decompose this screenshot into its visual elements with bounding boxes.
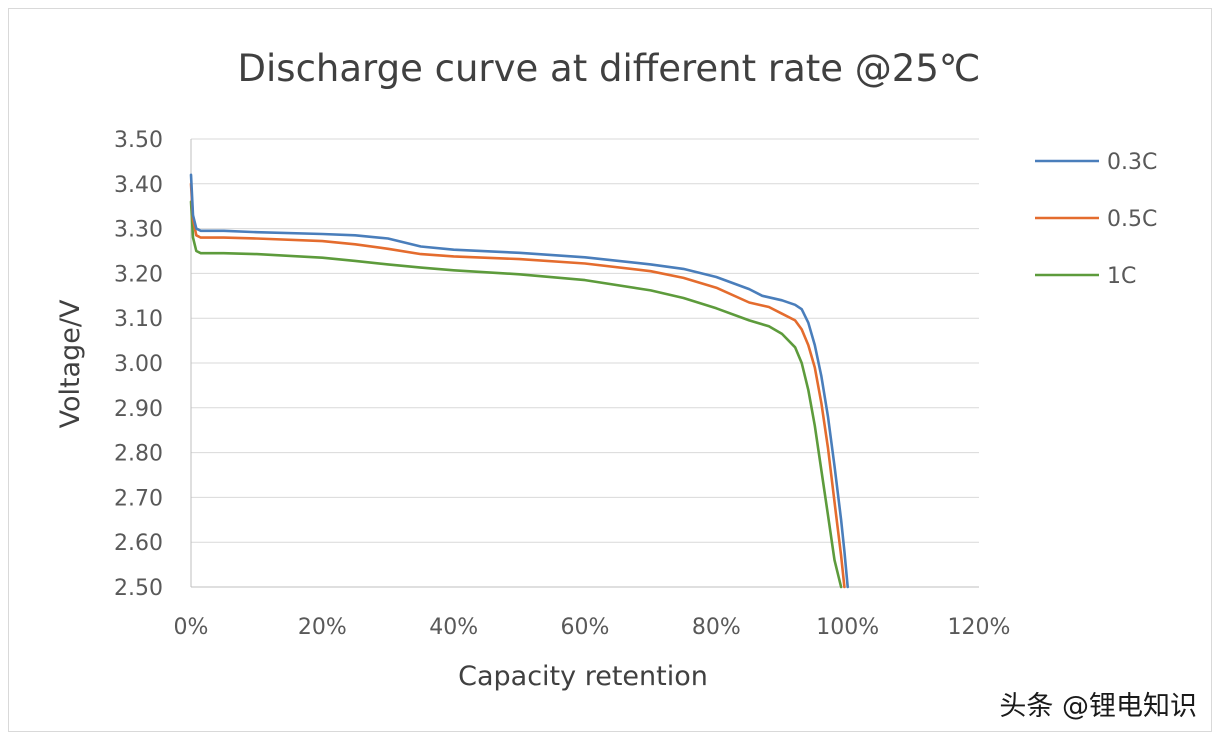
chart-title: Discharge curve at different rate @25℃ (238, 47, 981, 90)
y-tick-label: 2.80 (114, 442, 163, 467)
grid-layer (190, 138, 979, 588)
y-tick-label: 3.50 (114, 128, 163, 153)
series-line-0-5c (189, 182, 846, 589)
legend-label: 0.5C (1107, 207, 1157, 232)
series-line-1c (189, 200, 843, 589)
x-tick-label: 60% (561, 615, 610, 640)
y-tick-label: 2.60 (114, 531, 163, 556)
y-tick-label: 2.50 (114, 576, 163, 601)
x-tick-label: 40% (429, 615, 478, 640)
y-tick-label: 3.40 (114, 173, 163, 198)
tick-layer: 3.50 3.40 3.30 3.20 3.10 3.00 2.90 2.80 2.70 2.60… (114, 128, 1010, 640)
y-tick-label: 3.10 (114, 307, 163, 332)
x-tick-label: 100% (816, 615, 879, 640)
legend: 0.3C 0.5C 1C (1035, 150, 1157, 289)
y-tick-label: 3.30 (114, 218, 163, 243)
y-axis-title: Voltage/V (55, 299, 86, 428)
x-tick-label: 20% (298, 615, 347, 640)
chart-frame: Discharge curve at different rate @25℃ 3… (8, 8, 1212, 732)
x-tick-label: 120% (948, 615, 1011, 640)
legend-label: 0.3C (1107, 150, 1157, 175)
x-tick-label: 0% (174, 615, 209, 640)
discharge-chart: Discharge curve at different rate @25℃ 3… (55, 47, 1197, 722)
y-tick-label: 2.90 (114, 397, 163, 422)
series-line-0-3c (189, 173, 850, 589)
x-tick-label: 80% (692, 615, 741, 640)
x-axis-title: Capacity retention (458, 661, 708, 692)
legend-label: 1C (1107, 264, 1136, 289)
y-tick-label: 3.20 (114, 262, 163, 287)
series-layer (189, 173, 850, 589)
y-tick-label: 2.70 (114, 486, 163, 511)
watermark-text: 头条 @锂电知识 (999, 691, 1197, 722)
y-tick-label: 3.00 (114, 352, 163, 377)
